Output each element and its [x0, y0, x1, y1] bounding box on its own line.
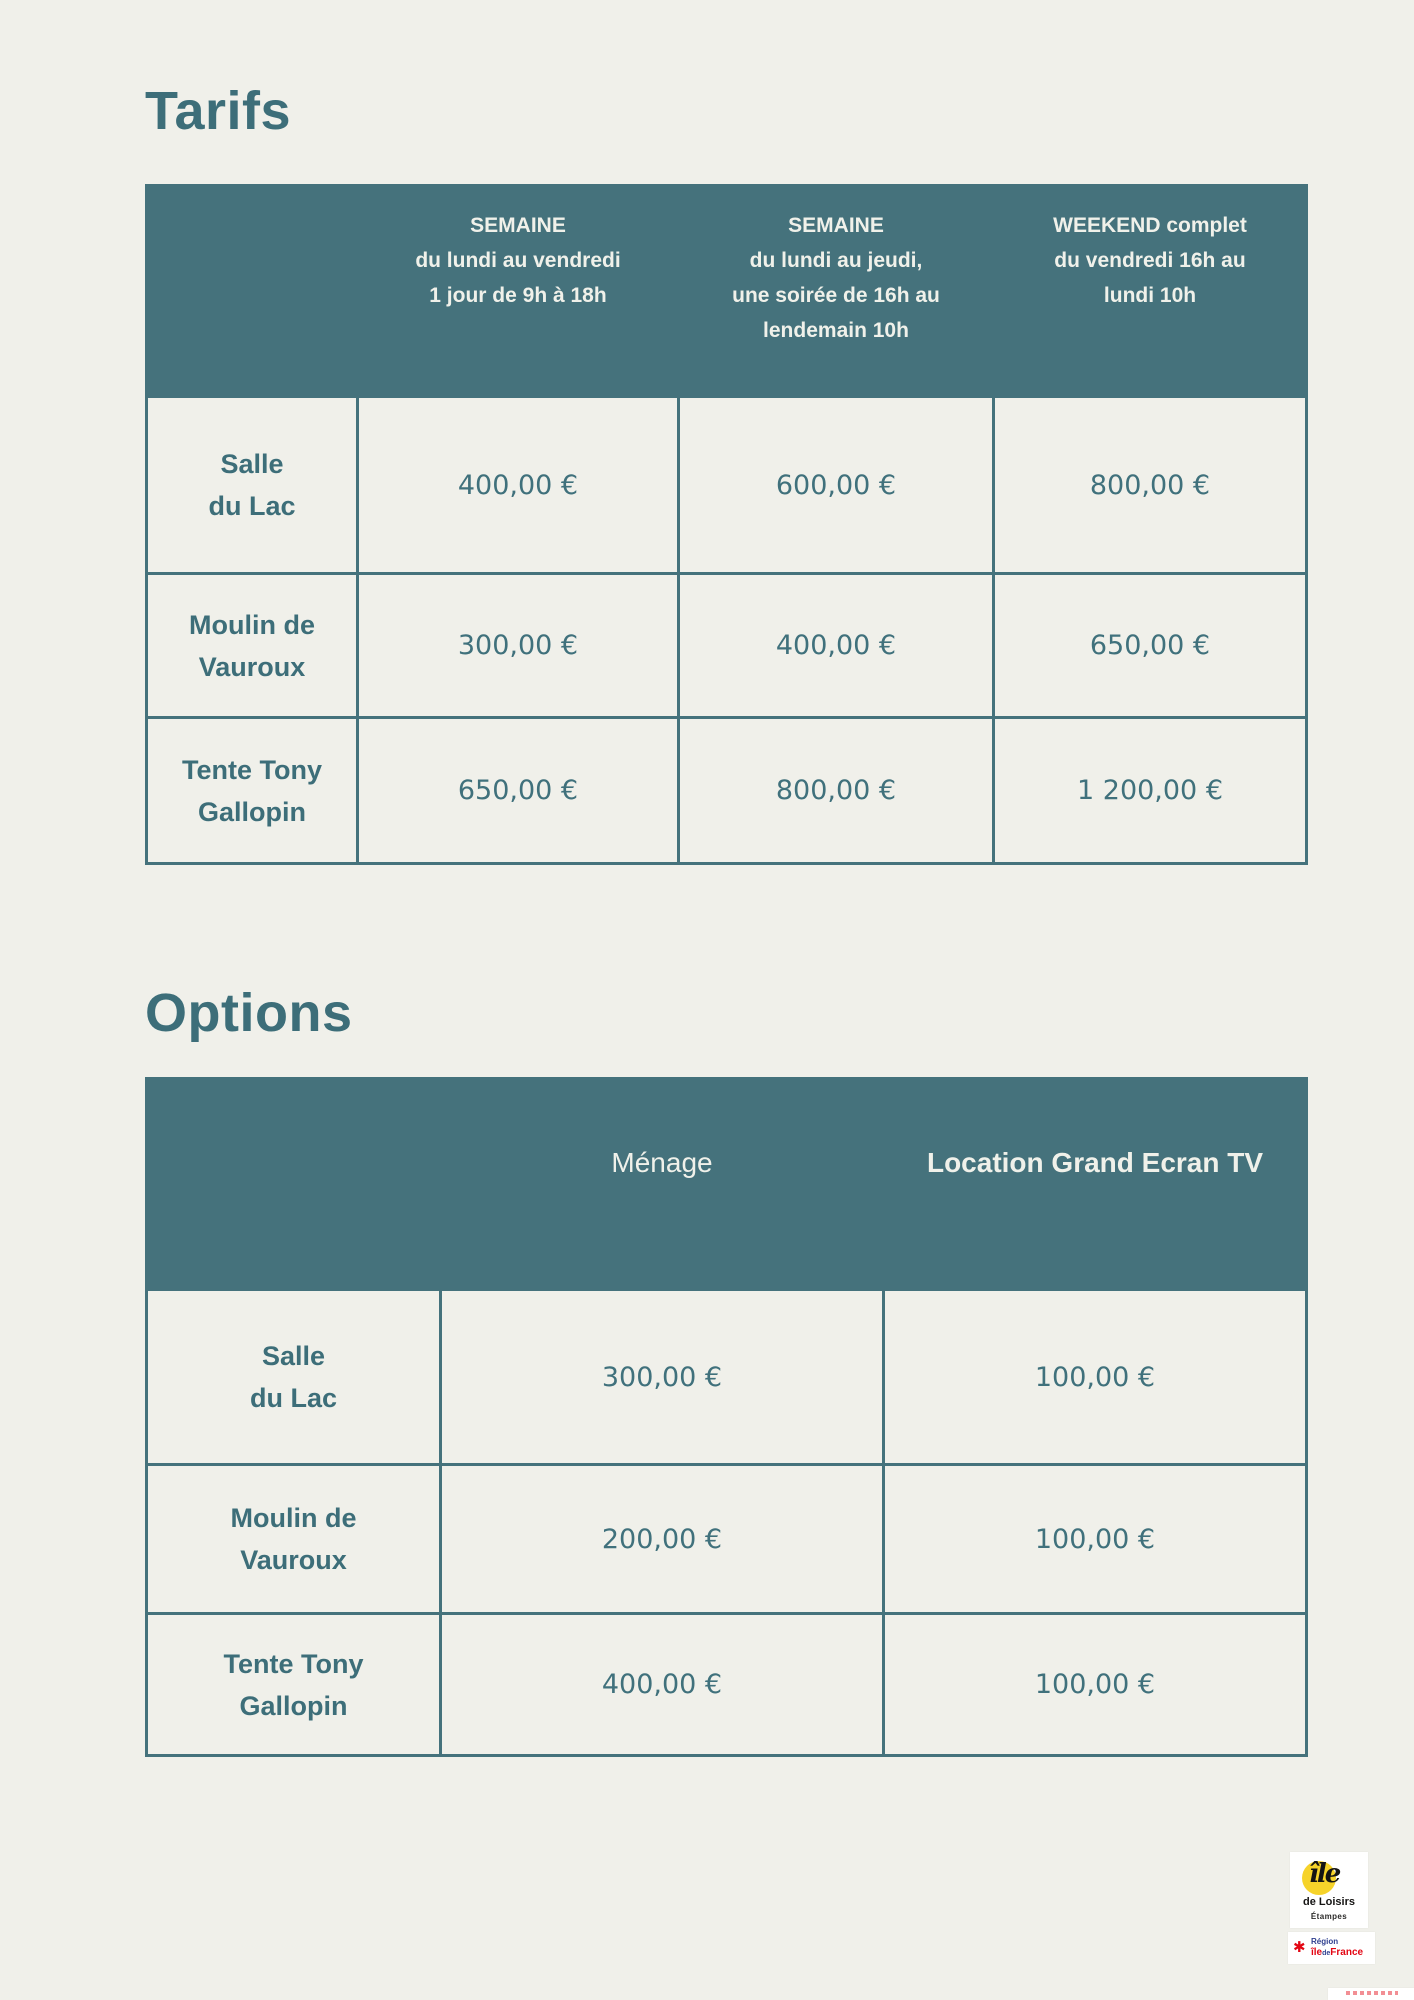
price-cell: 400,00 € — [439, 1612, 885, 1757]
region-logo-line2: îledeFrance — [1311, 1947, 1363, 1959]
options-header-location-tv: Location Grand Ecran TV — [882, 1077, 1308, 1291]
price-cell: 300,00 € — [439, 1288, 885, 1466]
options-header-menage: Ménage — [439, 1077, 885, 1291]
price-cell: 100,00 € — [882, 1288, 1308, 1466]
faint-red-text-marks — [1346, 1991, 1398, 1995]
price-cell: 650,00 € — [992, 572, 1308, 719]
row-label-salle-du-lac: Salle du Lac — [145, 1288, 442, 1466]
options-header-row: Ménage Location Grand Ecran TV — [145, 1077, 1308, 1291]
region-ile-de-france-logo: ✱ Région îledeFrance — [1288, 1932, 1375, 1964]
partial-logo-strip — [1328, 1988, 1414, 2000]
tarifs-header-semaine-soiree: SEMAINE du lundi au jeudi, une soirée de… — [677, 184, 995, 398]
row-label-salle-du-lac: Salle du Lac — [145, 395, 359, 575]
ile-logo-name: de Loisirs — [1303, 1896, 1355, 1908]
options-header-empty-cell — [145, 1077, 442, 1291]
table-row: Moulin de Vauroux 300,00 € 400,00 € 650,… — [145, 572, 1308, 719]
price-cell: 800,00 € — [677, 716, 995, 865]
row-label-tente-tony-gallopin: Tente Tony Gallopin — [145, 716, 359, 865]
tarifs-header-weekend: WEEKEND complet du vendredi 16h au lundi… — [992, 184, 1308, 398]
region-logo-line1: Région — [1311, 1937, 1339, 1946]
price-cell: 1 200,00 € — [992, 716, 1308, 865]
tarifs-table: SEMAINE du lundi au vendredi 1 jour de 9… — [145, 184, 1308, 865]
price-cell: 200,00 € — [439, 1463, 885, 1615]
row-label-tente-tony-gallopin: Tente Tony Gallopin — [145, 1612, 442, 1757]
table-row: Tente Tony Gallopin 650,00 € 800,00 € 1 … — [145, 716, 1308, 865]
table-row: Salle du Lac 300,00 € 100,00 € — [145, 1288, 1308, 1466]
options-table: Ménage Location Grand Ecran TV Salle du … — [145, 1077, 1308, 1757]
table-row: Tente Tony Gallopin 400,00 € 100,00 € — [145, 1612, 1308, 1757]
region-ile-word: île — [1311, 1947, 1323, 1958]
price-cell: 650,00 € — [356, 716, 680, 865]
tarifs-section-title: Tarifs — [145, 81, 292, 141]
price-cell: 400,00 € — [677, 572, 995, 719]
red-star-icon: ✱ — [1293, 1939, 1306, 1956]
row-label-moulin-de-vauroux: Moulin de Vauroux — [145, 1463, 442, 1615]
table-row: Salle du Lac 400,00 € 600,00 € 800,00 € — [145, 395, 1308, 575]
ile-script-icon: île — [1309, 1859, 1341, 1889]
price-cell: 300,00 € — [356, 572, 680, 719]
tarifs-header-semaine-jour: SEMAINE du lundi au vendredi 1 jour de 9… — [356, 184, 680, 398]
region-france-word: France — [1330, 1947, 1364, 1958]
region-logo-text: Région îledeFrance — [1311, 1936, 1363, 1959]
options-section-title: Options — [145, 983, 353, 1043]
tarifs-header-empty-cell — [145, 184, 359, 398]
price-cell: 100,00 € — [882, 1612, 1308, 1757]
price-cell: 400,00 € — [356, 395, 680, 575]
ile-logo-city: Étampes — [1310, 1912, 1348, 1921]
price-cell: 800,00 € — [992, 395, 1308, 575]
row-label-moulin-de-vauroux: Moulin de Vauroux — [145, 572, 359, 719]
price-cell: 100,00 € — [882, 1463, 1308, 1615]
region-de-word: de — [1322, 1950, 1331, 1957]
tarifs-header-row: SEMAINE du lundi au vendredi 1 jour de 9… — [145, 184, 1308, 398]
price-cell: 600,00 € — [677, 395, 995, 575]
yellow-circle-icon — [1302, 1861, 1336, 1895]
ile-de-loisirs-logo: île de Loisirs Étampes — [1290, 1852, 1368, 1928]
table-row: Moulin de Vauroux 200,00 € 100,00 € — [145, 1463, 1308, 1615]
